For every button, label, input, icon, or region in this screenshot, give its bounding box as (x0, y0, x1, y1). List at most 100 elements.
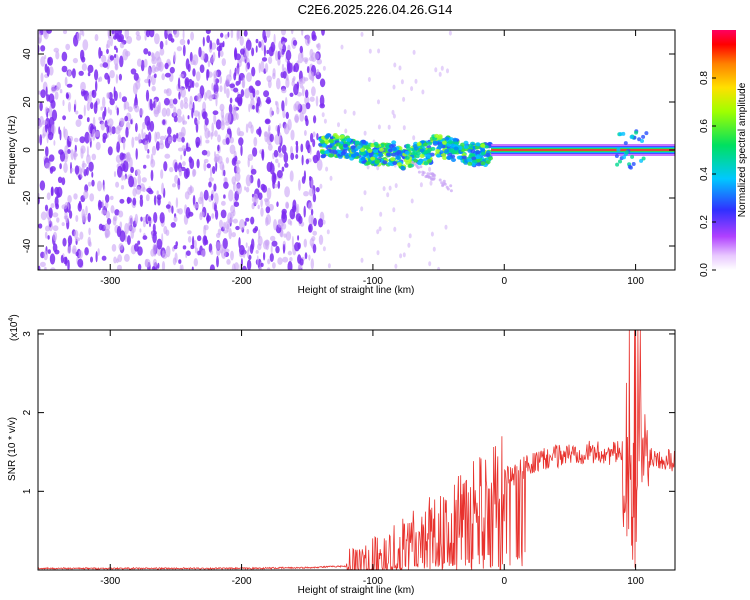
heatmap-noise-cell (150, 52, 154, 58)
colorbar-tick-label: 0.6 (699, 119, 710, 133)
heatmap-noise-cell (196, 120, 200, 125)
heatmap-noise-cell (94, 130, 100, 138)
heatmap-noise-cell (392, 113, 396, 119)
heatmap-noise-cell (137, 174, 142, 186)
heatmap-noise-cell (153, 101, 156, 109)
heatmap-noise-cell (56, 217, 60, 223)
heatmap-noise-cell (181, 136, 185, 143)
heatmap-band-cell (392, 161, 398, 166)
heatmap-noise-cell (54, 91, 59, 100)
heatmap-noise-cell (85, 166, 89, 176)
heatmap-noise-cell (235, 53, 241, 61)
heatmap-band-cell (329, 149, 335, 154)
heatmap-noise-cell (153, 106, 160, 118)
heatmap-noise-cell (273, 33, 276, 45)
heatmap-band-cell (407, 164, 413, 168)
heatmap-noise-cell (127, 221, 132, 231)
heatmap-noise-cell (240, 89, 245, 98)
heatmap-band-cell (418, 159, 424, 164)
heatmap-noise-cell (287, 261, 293, 270)
heatmap-noise-cell (109, 98, 115, 106)
heatmap-noise-cell (291, 80, 296, 87)
heatmap-noise-cell (407, 242, 411, 248)
heatmap-band-cell (356, 145, 362, 150)
heatmap-noise-cell (285, 202, 289, 209)
colorbar: 0.0 0.2 0.4 0.6 0.8 Normalized spectral ampl… (699, 30, 748, 277)
heatmap-noise-cell (171, 205, 174, 214)
heatmap-noise-cell (51, 124, 56, 135)
heatmap-noise-cell (44, 204, 49, 212)
heatmap-noise-cell (192, 195, 196, 206)
heatmap-noise-cell (228, 103, 233, 115)
heatmap-band-cell (369, 153, 374, 158)
heatmap-band-cell (404, 150, 410, 155)
heatmap-noise-cell (244, 186, 247, 191)
heatmap-noise-cell (101, 255, 107, 261)
heatmap-noise-cell (194, 82, 199, 88)
heatmap-noise-cell (38, 223, 43, 229)
heatmap-noise-cell (87, 212, 91, 223)
heatmap-noise-cell (81, 63, 87, 71)
y-tick-label: 40 (22, 48, 33, 60)
heatmap-noise-cell (182, 30, 185, 40)
heatmap-noise-cell (399, 253, 403, 259)
heatmap-noise-cell (147, 216, 152, 222)
heatmap-noise-cell (263, 251, 266, 261)
heatmap-noise-cell (308, 202, 313, 211)
heatmap-noise-cell (393, 62, 397, 68)
colorbar-tick-label: 0.2 (699, 215, 710, 229)
y-tick-label: 3 (22, 331, 33, 337)
heatmap-noise-cell (219, 219, 223, 229)
heatmap-noise-cell (281, 144, 287, 154)
heatmap-noise-cell (256, 255, 259, 266)
heatmap-noise-cell (258, 229, 261, 240)
heatmap-noise-cell (38, 37, 42, 44)
heatmap-noise-cell (236, 160, 241, 165)
heatmap-noise-cell (398, 65, 402, 71)
heatmap-noise-cell (165, 229, 170, 236)
heatmap-noise-cell (449, 189, 453, 193)
heatmap-noise-cell (221, 248, 227, 259)
heatmap-noise-cell (410, 198, 414, 204)
heatmap-noise-cell (245, 242, 248, 248)
heatmap-noise-cell (139, 228, 142, 233)
heatmap-noise-cell (220, 120, 225, 131)
heatmap-noise-cell (449, 184, 453, 188)
heatmap-band-cell (432, 140, 438, 145)
heatmap-noise-cell (275, 158, 279, 164)
heatmap-noise-cell (59, 89, 63, 94)
heatmap-noise-cell (91, 171, 94, 178)
heatmap-noise-cell (49, 66, 54, 76)
heatmap-noise-cell (135, 169, 141, 176)
heatmap-noise-cell (125, 126, 129, 138)
heatmap-band-cell (365, 161, 371, 166)
heatmap-noise-cell (49, 167, 54, 174)
heatmap-noise-cell (319, 78, 326, 88)
heatmap-noise-cell (247, 154, 254, 161)
heatmap-noise-cell (256, 128, 262, 135)
heatmap-noise-cell (104, 223, 111, 231)
heatmap-noise-cell (292, 39, 298, 46)
heatmap-noise-cell (264, 198, 270, 207)
heatmap-noise-cell (377, 48, 381, 54)
heatmap-noise-cell (213, 83, 219, 95)
heatmap-noise-cell (201, 249, 206, 258)
heatmap-noise-cell (187, 39, 190, 45)
heatmap-band-cell (321, 143, 327, 148)
heatmap-noise-cell (164, 72, 171, 78)
heatmap-band-cell (634, 130, 639, 135)
heatmap-noise-cell (117, 264, 122, 270)
heatmap-noise-cell (391, 109, 395, 115)
heatmap-noise-cell (285, 96, 288, 107)
heatmap-noise-cell (61, 222, 65, 227)
heatmap-band-cell (385, 152, 391, 157)
heatmap-noise-cell (192, 68, 196, 77)
heatmap-noise-cell (94, 34, 99, 42)
heatmap-noise-cell (266, 187, 272, 200)
heatmap-noise-cell (78, 114, 83, 120)
heatmap-noise-cell (260, 183, 266, 191)
heatmap-noise-cell (220, 32, 224, 38)
heatmap-noise-cell (253, 136, 258, 147)
heatmap-noise-cell (229, 97, 233, 104)
heatmap-noise-cell (360, 257, 364, 263)
